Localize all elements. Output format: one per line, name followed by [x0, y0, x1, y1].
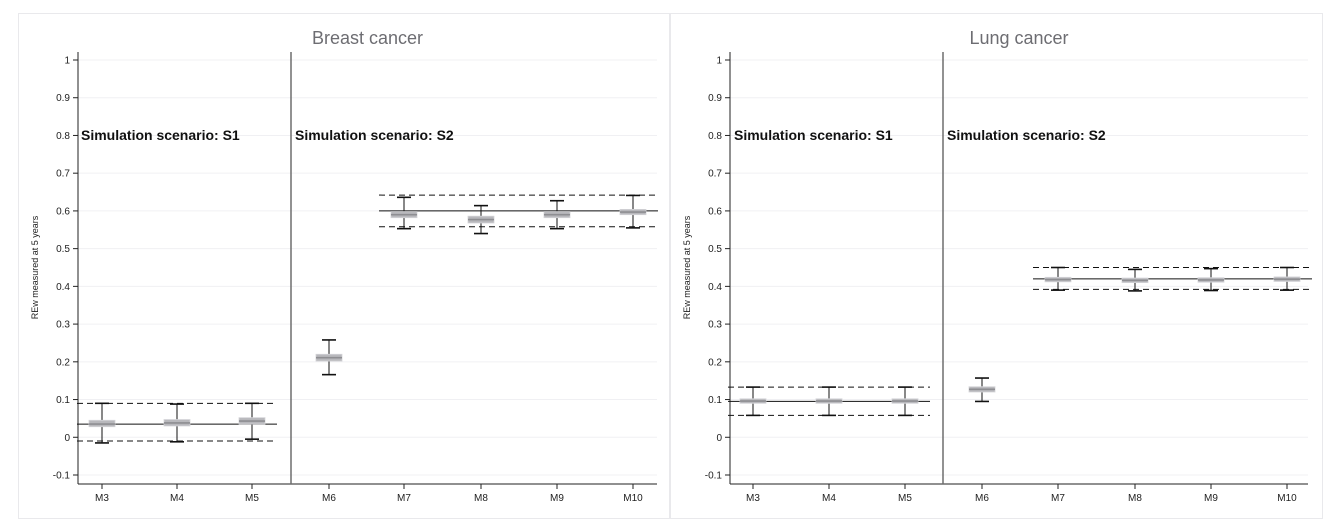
box-M4 [163, 403, 191, 443]
y-tick-label: 0.9 [708, 93, 722, 104]
panel-frame [670, 13, 1323, 519]
y-tick-label: 0.1 [708, 395, 722, 406]
scenario-label: Simulation scenario: S2 [295, 127, 454, 143]
y-tick-label: 0.8 [708, 131, 722, 142]
box-M9 [543, 199, 571, 230]
scenario-label: Simulation scenario: S1 [734, 127, 893, 143]
box-M5 [238, 402, 266, 440]
box-M6 [968, 377, 996, 403]
x-tick-label: M10 [623, 493, 643, 504]
x-tick-label: M5 [245, 493, 259, 504]
scenario-label: Simulation scenario: S2 [947, 127, 1106, 143]
y-tick-label: 0.1 [56, 395, 70, 406]
x-tick-label: M4 [170, 493, 184, 504]
x-tick-label: M7 [1051, 493, 1065, 504]
y-tick-label: 0.7 [708, 169, 722, 180]
box-M6 [315, 339, 343, 376]
y-tick-label: 0.6 [56, 206, 70, 217]
x-tick-label: M8 [474, 493, 488, 504]
y-tick-label: 0.8 [56, 131, 70, 142]
y-tick-label: 0.9 [56, 93, 70, 104]
y-axis-label: REw measured at 5 years [30, 215, 40, 319]
box-M8 [1121, 268, 1149, 292]
y-tick-label: 0.6 [708, 206, 722, 217]
y-tick-label: -0.1 [53, 471, 71, 482]
x-tick-label: M9 [550, 493, 564, 504]
chart-panel-1: Breast cancer -0.1 0 0.1 0.2 0.3 0.4 0.5 0.6 0.7 0… [18, 13, 670, 519]
box-M9 [1197, 267, 1225, 292]
y-tick-label: 0.3 [708, 320, 722, 331]
y-tick-label: 0 [716, 433, 722, 444]
y-tick-label: 0.7 [56, 169, 70, 180]
x-tick-label: M6 [322, 493, 336, 504]
y-tick-label: 0.4 [56, 282, 70, 293]
box-M4 [815, 386, 843, 417]
box-M7 [1044, 266, 1072, 291]
y-tick-label: 0.5 [708, 244, 722, 255]
box-M3 [739, 386, 767, 417]
chart-title: Breast cancer [312, 28, 423, 48]
x-tick-label: M8 [1128, 493, 1142, 504]
y-tick-label: 0.2 [56, 357, 70, 368]
y-tick-label: 0.5 [56, 244, 70, 255]
x-tick-label: M7 [397, 493, 411, 504]
y-tick-label: 0.3 [56, 320, 70, 331]
y-tick-label: 0.2 [708, 357, 722, 368]
y-tick-label: -0.1 [705, 471, 723, 482]
y-tick-label: 0.4 [708, 282, 722, 293]
x-tick-label: M9 [1204, 493, 1218, 504]
y-axis-label: REw measured at 5 years [682, 215, 692, 319]
x-tick-label: M6 [975, 493, 989, 504]
x-tick-label: M3 [746, 493, 760, 504]
x-tick-label: M5 [898, 493, 912, 504]
box-M8 [467, 204, 495, 235]
box-M3 [88, 402, 116, 444]
y-tick-label: 1 [716, 56, 722, 67]
box-M7 [390, 196, 418, 230]
box-M5 [891, 386, 919, 417]
y-tick-label: 1 [64, 56, 70, 67]
y-tick-label: 0 [64, 433, 70, 444]
x-tick-label: M3 [95, 493, 109, 504]
chart-panel-2: Lung cancer -0.1 0 0.1 0.2 0.3 0.4 0.5 0.6 0.7 0.8… [670, 13, 1323, 519]
scenario-label: Simulation scenario: S1 [81, 127, 240, 143]
panel-frame [18, 13, 670, 519]
box-M10 [619, 194, 647, 229]
chart-title: Lung cancer [969, 28, 1068, 48]
x-tick-label: M10 [1277, 493, 1297, 504]
x-tick-label: M4 [822, 493, 836, 504]
box-M10 [1273, 266, 1301, 291]
